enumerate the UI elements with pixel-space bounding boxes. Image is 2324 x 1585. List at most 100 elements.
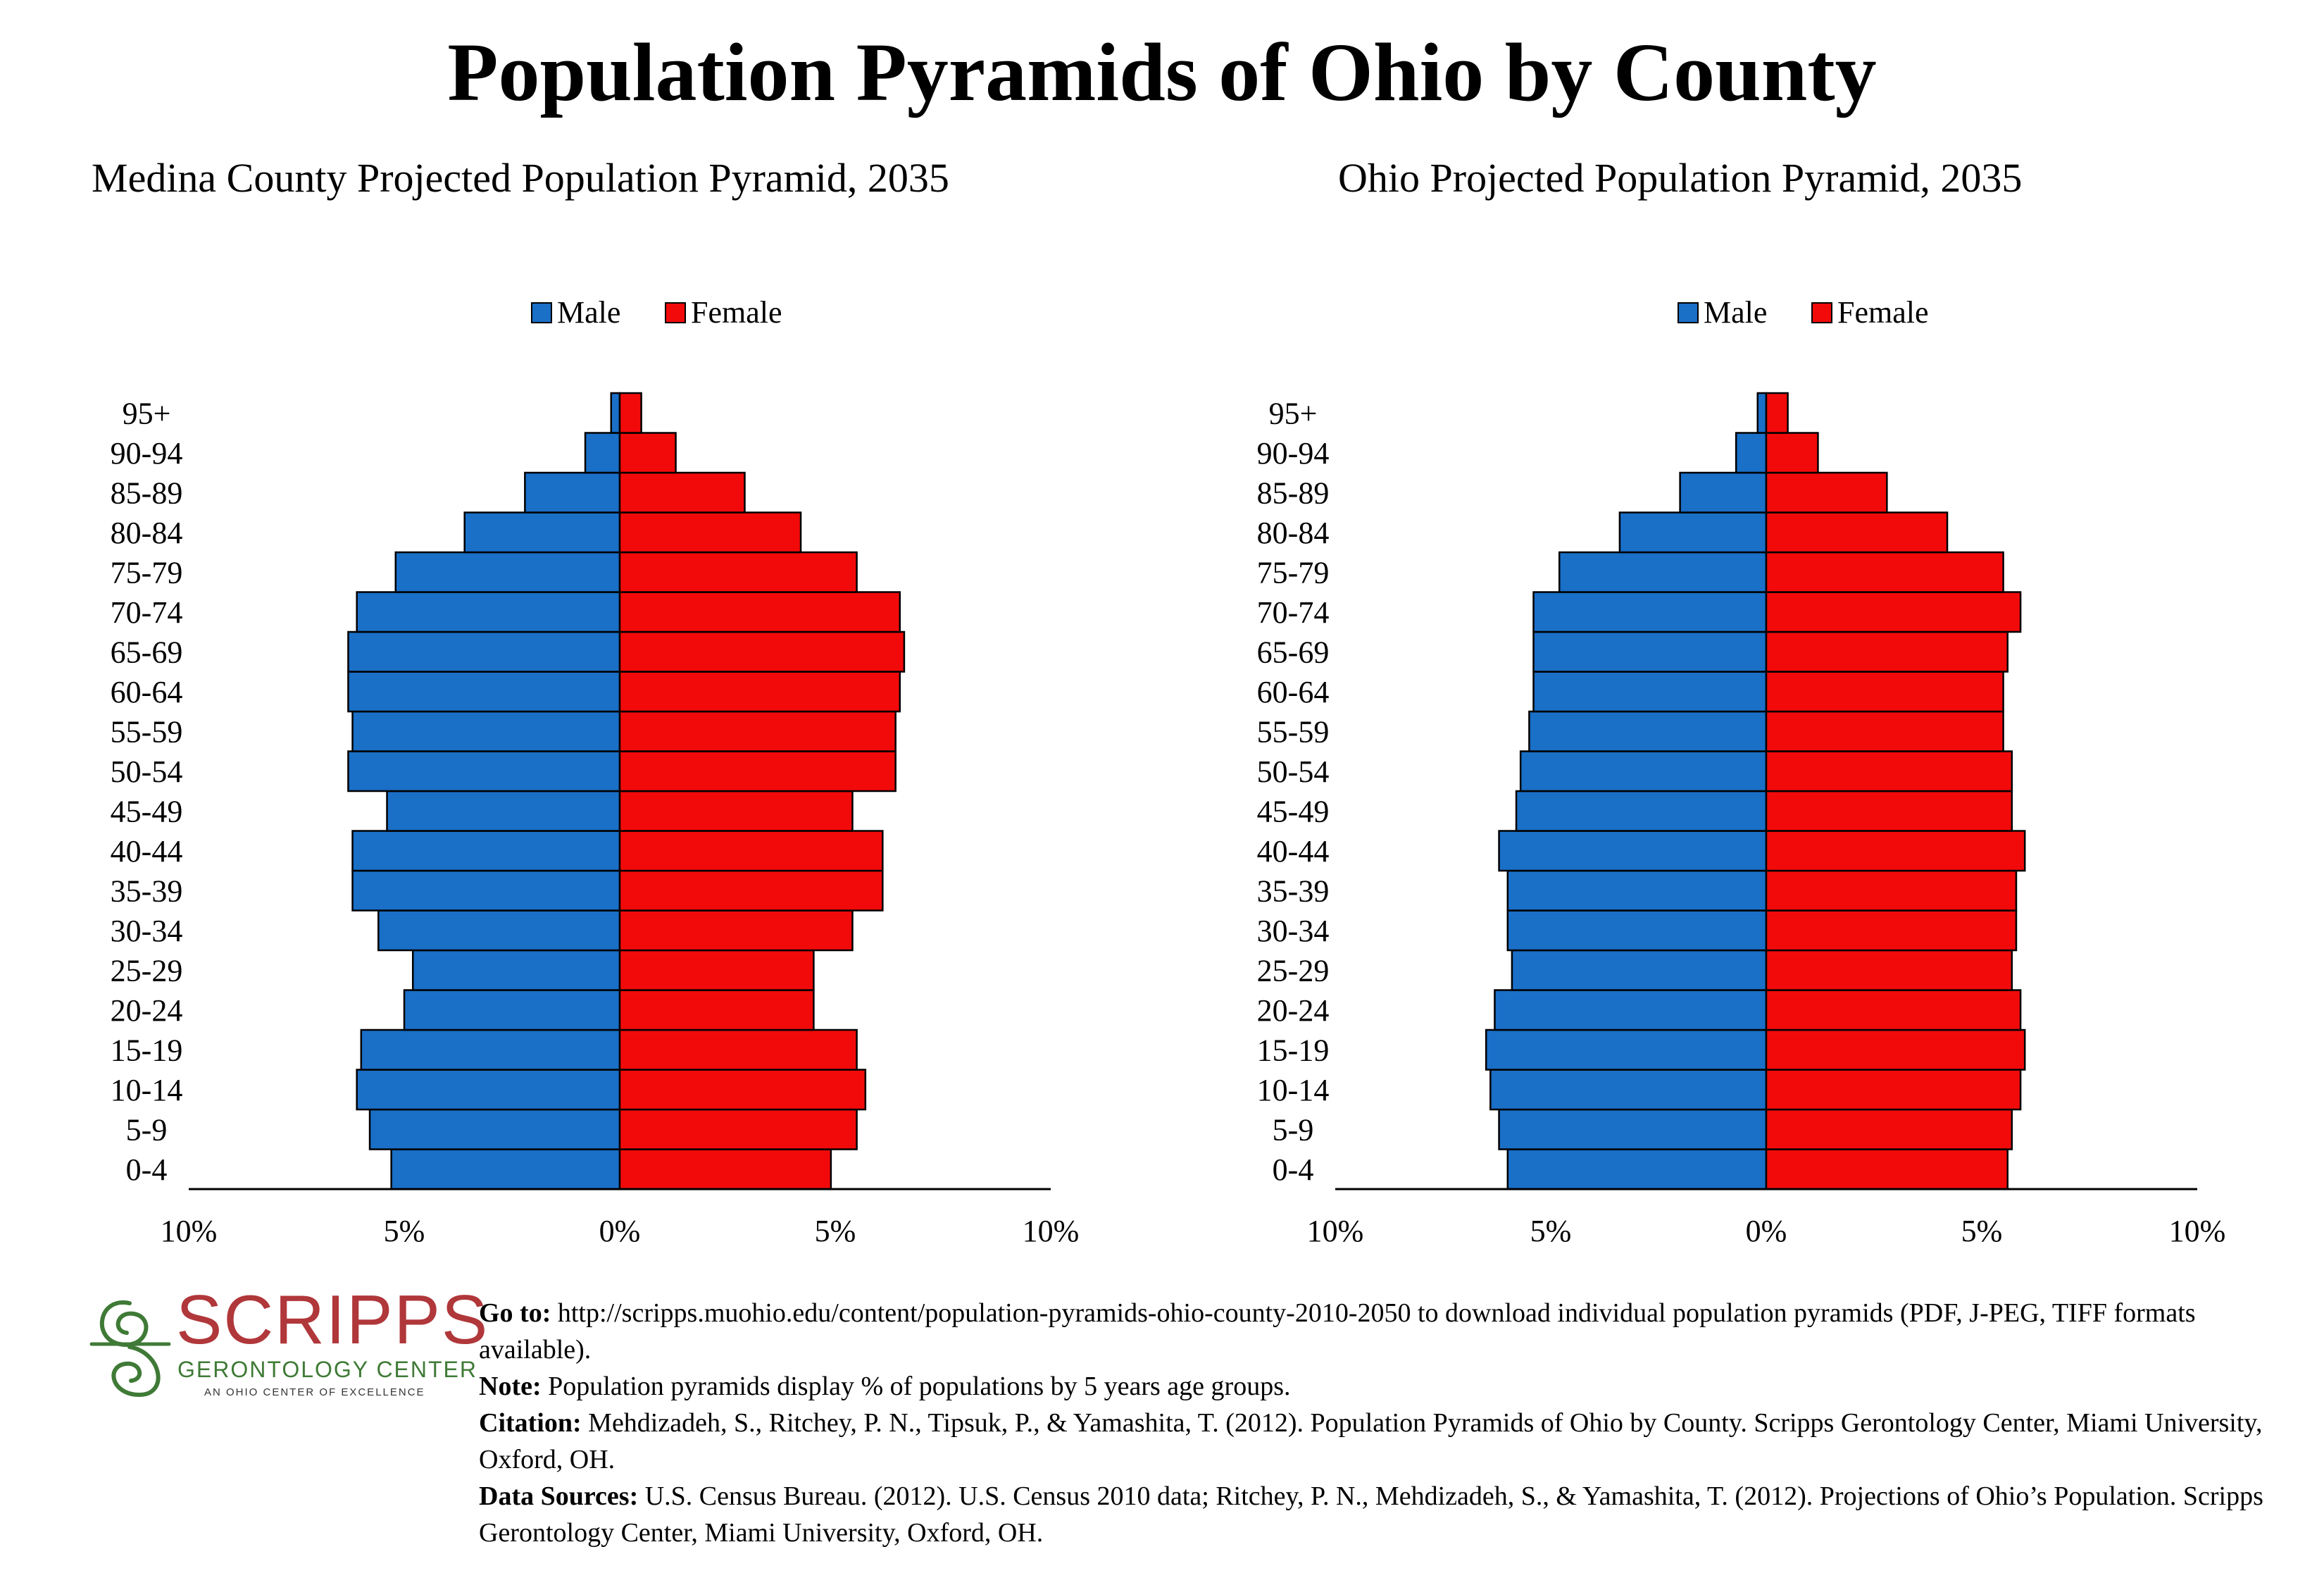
chart1-male-bar-40-44 xyxy=(351,830,621,872)
chart1-legend-female-swatch xyxy=(665,302,686,323)
chart1-age-label-0-4: 0-4 xyxy=(126,1152,168,1187)
chart2-female-bar-60-64 xyxy=(1765,671,2004,713)
chart2-female-bar-25-29 xyxy=(1765,949,2013,991)
chart1-male-bar-85-89 xyxy=(524,471,621,514)
chart2-tick-label-0: 10% xyxy=(1307,1214,1364,1248)
chart1-male-bar-55-59 xyxy=(351,710,621,752)
chart2-male-bar-5-9 xyxy=(1498,1108,1768,1150)
chart2-tick-label-1: 5% xyxy=(1530,1214,1572,1248)
chart1-female-bar-0-4 xyxy=(618,1148,832,1191)
chart1-legend-male-label: Male xyxy=(557,295,620,330)
chart1-age-label-15-19: 15-19 xyxy=(111,1033,183,1067)
chart1-age-label-90-94: 90-94 xyxy=(111,436,183,471)
sources-note: Data Sources: U.S. Census Bureau. (2012)… xyxy=(479,1478,2310,1551)
chart1-tick-label-2: 0% xyxy=(599,1214,641,1248)
chart1-age-label-5-9: 5-9 xyxy=(126,1112,168,1147)
goto-note: Go to: http://scripps.muohio.edu/content… xyxy=(479,1295,2310,1368)
chart2-female-bar-80-84 xyxy=(1765,511,1949,554)
chart2-female-bar-50-54 xyxy=(1765,750,2013,792)
chart2-male-bar-60-64 xyxy=(1532,671,1768,713)
chart2-age-label-45-49: 45-49 xyxy=(1257,794,1330,828)
chart1-female-bar-75-79 xyxy=(618,551,858,593)
chart1-female-bar-15-19 xyxy=(618,1028,858,1071)
chart1-age-label-45-49: 45-49 xyxy=(111,794,183,828)
chart1-male-bar-30-34 xyxy=(377,909,621,952)
citation-note: Citation: Mehdizadeh, S., Ritchey, P. N.… xyxy=(479,1405,2310,1478)
chart1-male-bar-45-49 xyxy=(386,790,621,832)
chart2-male-bar-55-59 xyxy=(1528,710,1768,752)
chart2-age-label-60-64: 60-64 xyxy=(1257,675,1330,709)
chart2-tick-label-2: 0% xyxy=(1746,1214,1787,1248)
chart2-female-bar-70-74 xyxy=(1765,591,2022,633)
chart2-male-bar-15-19 xyxy=(1485,1028,1768,1071)
chart2-female-bar-30-34 xyxy=(1765,909,2018,952)
chart1-male-bar-90-94 xyxy=(584,432,621,474)
chart2-age-label-90-94: 90-94 xyxy=(1257,436,1330,471)
chart1-male-bar-20-24 xyxy=(403,989,621,1031)
chart2-tick-label-4: 10% xyxy=(2169,1214,2226,1248)
chart2-female-bar-95+ xyxy=(1765,392,1789,434)
chart2-legend-male-swatch xyxy=(1678,302,1699,323)
chart1-female-bar-5-9 xyxy=(618,1108,858,1150)
chart1-male-bar-5-9 xyxy=(368,1108,621,1150)
chart1-legend-male-swatch xyxy=(531,302,552,323)
goto-label: Go to: xyxy=(479,1298,551,1328)
chart2-age-label-5-9: 5-9 xyxy=(1273,1112,1314,1147)
chart1-female-bar-30-34 xyxy=(618,909,854,952)
chart1-female-bar-60-64 xyxy=(618,671,901,713)
chart1-male-bar-95+ xyxy=(610,392,621,434)
chart2-age-label-15-19: 15-19 xyxy=(1257,1033,1330,1067)
chart2-age-label-75-79: 75-79 xyxy=(1257,555,1330,590)
chart1-age-label-20-24: 20-24 xyxy=(111,993,183,1028)
chart2-male-bar-10-14 xyxy=(1489,1069,1768,1111)
chart1-female-bar-70-74 xyxy=(618,591,901,633)
chart2-female-bar-40-44 xyxy=(1765,830,2026,872)
chart1-age-label-30-34: 30-34 xyxy=(111,914,183,948)
chart2-female-bar-15-19 xyxy=(1765,1028,2026,1071)
chart1-age-label-75-79: 75-79 xyxy=(111,555,183,590)
logo-subtitle: GERONTOLOGY CENTER xyxy=(177,1357,477,1382)
chart1-age-label-25-29: 25-29 xyxy=(111,953,183,988)
percent-note: Note: Population pyramids display % of p… xyxy=(479,1368,2310,1405)
chart2-tick-label-3: 5% xyxy=(1961,1214,2003,1248)
chart2-age-label-95+: 95+ xyxy=(1269,396,1318,430)
chart2-female-bar-5-9 xyxy=(1765,1108,2013,1150)
chart1-age-label-65-69: 65-69 xyxy=(111,635,183,669)
logo-tagline: AN OHIO CENTER OF EXCELLENCE xyxy=(204,1386,425,1398)
chart1-female-bar-85-89 xyxy=(618,471,746,514)
pyramid-charts: Medina County Projected Population Pyram… xyxy=(92,155,2226,1248)
chart2-male-bar-70-74 xyxy=(1532,591,1768,633)
chart1-male-bar-75-79 xyxy=(394,551,621,593)
chart1-female-bar-95+ xyxy=(618,392,642,434)
chart2-female-bar-85-89 xyxy=(1765,471,1888,514)
citation-label: Citation: xyxy=(479,1408,582,1438)
scripps-logo: SCRIPPS GERONTOLOGY CENTER AN OHIO CENTE… xyxy=(85,1285,487,1402)
chart1-tick-label-1: 5% xyxy=(384,1214,425,1248)
chart2-age-label-70-74: 70-74 xyxy=(1257,595,1330,630)
chart1-tick-label-0: 10% xyxy=(161,1214,218,1248)
chart1-male-bar-70-74 xyxy=(356,591,621,633)
chart1-female-bar-40-44 xyxy=(618,830,884,872)
notes-block: Go to: http://scripps.muohio.edu/content… xyxy=(479,1295,2310,1551)
citation-text: Mehdizadeh, S., Ritchey, P. N., Tipsuk, … xyxy=(479,1408,2263,1474)
chart1-age-label-70-74: 70-74 xyxy=(111,595,183,630)
chart1-female-bar-50-54 xyxy=(618,750,897,792)
chart1-tick-label-4: 10% xyxy=(1023,1214,1080,1248)
chart1-female-bar-65-69 xyxy=(618,630,906,673)
chart2-age-label-80-84: 80-84 xyxy=(1257,516,1330,550)
chart2-male-bar-75-79 xyxy=(1558,551,1768,593)
chart2-male-bar-25-29 xyxy=(1511,949,1768,991)
chart1-male-bar-35-39 xyxy=(351,869,621,912)
chart1-male-bar-50-54 xyxy=(347,750,621,792)
chart2-legend-male-label: Male xyxy=(1704,295,1767,330)
chart2-legend-female-swatch xyxy=(1811,302,1832,323)
chart1-male-bar-80-84 xyxy=(463,511,621,554)
chart2-title: Ohio Projected Population Pyramid, 2035 xyxy=(1338,155,2022,201)
chart1-age-label-55-59: 55-59 xyxy=(111,714,183,749)
chart2-male-bar-40-44 xyxy=(1498,830,1768,872)
chart1-male-bar-65-69 xyxy=(347,630,621,673)
chart2-male-bar-65-69 xyxy=(1532,630,1768,673)
chart2-age-label-40-44: 40-44 xyxy=(1257,834,1330,869)
chart2-female-bar-55-59 xyxy=(1765,710,2004,752)
chart1-female-bar-45-49 xyxy=(618,790,854,832)
